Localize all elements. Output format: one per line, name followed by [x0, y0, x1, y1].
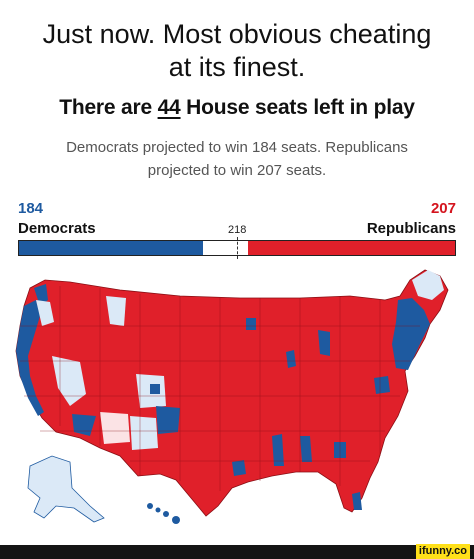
blue-west-coast: [16, 300, 44, 416]
light-blue-montana: [106, 296, 126, 326]
map-hawaii: [147, 503, 180, 524]
caption-line-1: Just now. Most obvious cheating: [42, 19, 432, 49]
blue-mississippi: [272, 434, 284, 466]
undecided-bar-segment: [203, 241, 248, 255]
hawaii-island-2: [155, 507, 161, 513]
democrats-label: Democrats: [18, 220, 96, 237]
subhead-line-1: Democrats projected to win 184 seats. Re…: [66, 139, 408, 156]
hawaii-island-1: [147, 503, 153, 509]
us-house-results-map: [15, 269, 449, 524]
light-red-new-mexico: [100, 412, 130, 444]
light-blue-nevada: [52, 356, 86, 406]
headline-suffix: House seats left in play: [180, 96, 415, 119]
headline-prefix: There are: [59, 96, 158, 119]
blue-arizona: [72, 414, 96, 436]
blue-michigan: [318, 330, 330, 356]
blue-minnesota: [246, 318, 256, 330]
ifunny-watermark: ifunny.co: [415, 544, 470, 559]
alaska-shape: [27, 455, 105, 523]
blue-alabama: [300, 436, 312, 462]
majority-threshold-label: 218: [228, 224, 247, 236]
light-blue-maine: [412, 270, 444, 300]
blue-virginia: [374, 376, 390, 394]
blue-chicago: [286, 350, 296, 368]
caption-line-2: at its finest.: [168, 52, 306, 82]
blue-texas: [232, 460, 246, 476]
map-mainland: [15, 269, 449, 517]
map-alaska: [27, 455, 105, 523]
democrats-count: 184: [18, 200, 44, 217]
light-blue-arizona: [130, 416, 158, 450]
subhead: Democrats projected to win 184 seats. Re…: [40, 136, 434, 182]
blue-seattle: [34, 284, 48, 306]
hawaii-island-3: [163, 511, 169, 517]
republicans-count: 207: [430, 200, 456, 217]
footer-strip: [0, 545, 474, 559]
hawaii-island-4: [172, 516, 180, 524]
district-lines: [20, 286, 420, 491]
subhead-line-2: projected to win 207 seats.: [147, 162, 327, 179]
republicans-bar-segment: [247, 241, 455, 255]
caption: Just now. Most obvious cheating at its f…: [0, 18, 474, 84]
blue-florida: [352, 492, 362, 510]
headline: There are 44 House seats left in play: [0, 96, 474, 120]
democrats-bar-segment: [19, 241, 204, 255]
blue-denver: [150, 384, 160, 394]
light-blue-washington: [36, 300, 54, 326]
seats-left-count: 44: [157, 96, 181, 119]
blue-new-mexico: [156, 406, 180, 434]
republicans-label: Republicans: [366, 220, 456, 237]
blue-northeast: [392, 298, 430, 370]
majority-line: [237, 237, 238, 259]
